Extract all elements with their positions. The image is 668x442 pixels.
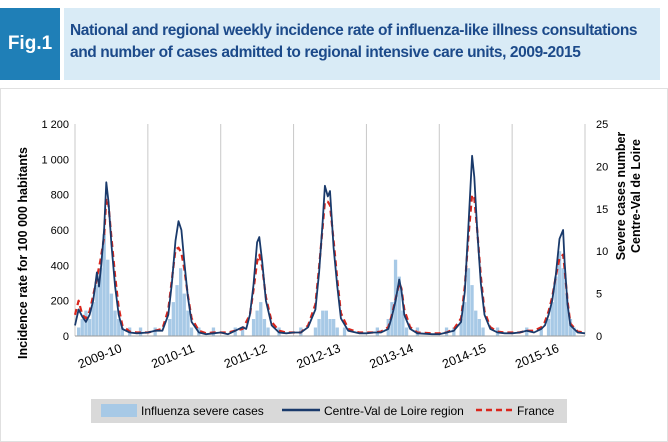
legend-swatch-severe-cases (101, 404, 137, 417)
severe-cases-bar (179, 268, 183, 336)
incidence-lines (73, 154, 586, 336)
severe-cases-bar (317, 319, 321, 336)
severe-cases-bar (324, 310, 328, 336)
y-right-axis-label-line2: Centre-Val de Loire (629, 139, 643, 253)
severe-cases-bar (80, 319, 84, 336)
y-left-ticks: 0 200 400 600 800 1 000 1 200 (41, 119, 69, 343)
severe-cases-bar (565, 293, 569, 336)
severe-cases-bar (186, 310, 190, 336)
severe-cases-bar (470, 285, 474, 336)
severe-cases-bar (525, 327, 529, 336)
y-right-tick-label: 0 (596, 331, 602, 343)
y-left-axis-label: Incidence rate for 100 000 habitants (16, 147, 30, 359)
severe-cases-bar (266, 327, 270, 336)
severe-cases-bar (554, 276, 558, 336)
severe-cases-bar (572, 327, 576, 336)
severe-cases-bar (546, 319, 551, 336)
severe-cases-bar (175, 285, 179, 336)
region-line (74, 154, 586, 336)
severe-cases-bar (102, 234, 106, 336)
severe-cases-bar (550, 302, 554, 336)
severe-cases-bar (539, 327, 543, 336)
severe-cases-bar (171, 302, 175, 336)
y-right-tick-label: 10 (596, 246, 608, 258)
severe-cases-bar (255, 310, 259, 336)
severe-cases-bar (557, 251, 562, 336)
severe-cases-bar (313, 327, 318, 336)
y-left-tick-label: 0 (63, 331, 69, 343)
severe-cases-bar (113, 310, 117, 336)
severe-cases-bar (342, 327, 347, 336)
severe-cases-bar (459, 319, 463, 336)
severe-cases-bar (251, 319, 256, 336)
y-right-axis-label-line1: Severe cases number (614, 132, 628, 261)
severe-cases-bar (87, 319, 92, 336)
severe-cases-bar (117, 319, 121, 336)
severe-cases-bars (77, 234, 576, 336)
severe-cases-bar (321, 310, 325, 336)
severe-cases-bar (95, 285, 99, 336)
severe-cases-bar (474, 310, 478, 336)
severe-cases-bar (259, 302, 263, 336)
severe-cases-bar (332, 319, 336, 336)
severe-cases-bar (189, 327, 194, 336)
severe-cases-bar (328, 319, 332, 336)
severe-cases-bar (240, 327, 245, 336)
season-gridlines (74, 124, 586, 336)
y-left-tick-label: 1 200 (41, 119, 69, 131)
severe-cases-bar (182, 293, 186, 336)
legend-label-severe-cases: Influenza severe cases (141, 404, 264, 418)
figure-label: Fig.1 (0, 8, 60, 80)
severe-cases-bar (452, 327, 456, 336)
y-left-tick-label: 400 (51, 260, 69, 272)
severe-cases-bar (466, 268, 471, 336)
severe-cases-bar (84, 310, 88, 336)
legend-label-france: France (517, 404, 555, 418)
y-right-tick-label: 20 (596, 161, 608, 173)
severe-cases-bar (404, 327, 409, 336)
severe-cases-bar (98, 268, 103, 336)
y-right-tick-label: 25 (596, 119, 608, 131)
severe-cases-bar (109, 293, 114, 336)
severe-cases-bar (262, 319, 267, 336)
severe-cases-bar (120, 327, 124, 336)
y-right-tick-label: 15 (596, 204, 608, 216)
severe-cases-bar (106, 259, 110, 336)
y-left-tick-label: 800 (51, 190, 69, 202)
figure-header: Fig.1 National and regional weekly incid… (0, 0, 668, 88)
severe-cases-bar (568, 319, 573, 336)
severe-cases-bar (397, 276, 401, 336)
figure-title: National and regional weekly incidence r… (64, 8, 660, 80)
severe-cases-bar (561, 268, 565, 336)
severe-cases-bar (463, 302, 467, 336)
severe-cases-bar (77, 327, 81, 336)
severe-cases-bar (168, 319, 172, 336)
severe-cases-bar (335, 327, 339, 336)
severe-cases-bar (401, 310, 405, 336)
y-right-ticks: 0 5 10 15 20 25 (596, 119, 608, 343)
severe-cases-bar (477, 319, 481, 336)
y-left-tick-label: 200 (51, 296, 69, 308)
y-left-tick-label: 1 000 (41, 154, 69, 166)
legend-label-region: Centre-Val de Loire region (324, 404, 464, 418)
legend: Influenza severe cases Centre-Val de Loi… (91, 399, 567, 423)
severe-cases-bar (91, 302, 95, 336)
severe-cases-bar (481, 327, 485, 336)
y-right-tick-label: 5 (596, 289, 602, 301)
y-left-tick-label: 600 (51, 225, 69, 237)
